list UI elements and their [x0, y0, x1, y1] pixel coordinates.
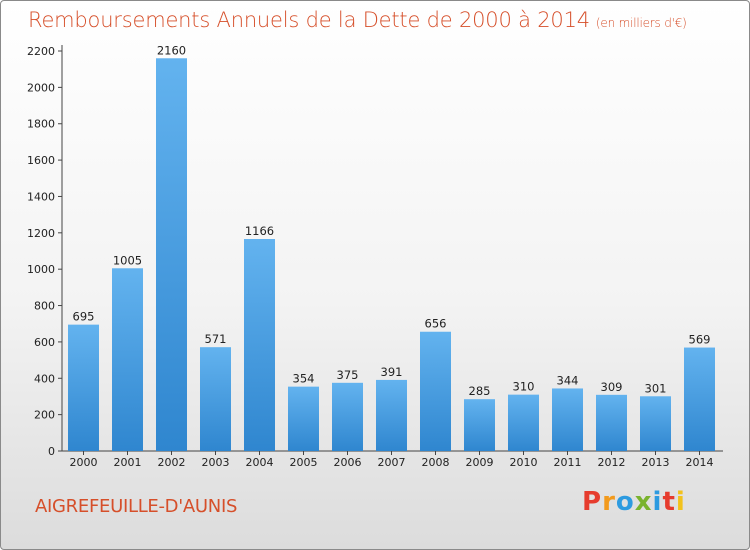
- x-tick-label: 2007: [378, 456, 406, 469]
- y-tick-label: 2000: [27, 81, 55, 94]
- bar-value-label: 571: [205, 332, 227, 346]
- x-tick-label: 2011: [554, 456, 582, 469]
- bar-value-label: 569: [689, 333, 711, 347]
- bar: [332, 382, 363, 451]
- labels: 695 2000 1005 2001 2160 2002 571 2003 1166 2004 35…: [70, 43, 714, 469]
- bar: [68, 324, 99, 451]
- x-tick-label: 2004: [246, 456, 274, 469]
- bars: [68, 58, 715, 451]
- bar: [552, 388, 583, 451]
- bar-value-label: 375: [337, 368, 359, 382]
- logo-letter: o: [615, 487, 635, 517]
- proxiti-logo: Proxiti: [582, 487, 686, 517]
- logo-letter: i: [652, 487, 663, 517]
- bar: [420, 331, 451, 451]
- x-tick-label: 2012: [598, 456, 626, 469]
- axes: 0 200 400 600 800 1000 1200 1400 1600 1800 2000 220…: [27, 45, 723, 458]
- y-tick-label: 1400: [27, 190, 55, 203]
- bar: [112, 268, 143, 451]
- y-tick-label: 600: [34, 336, 55, 349]
- bar-value-label: 285: [469, 384, 491, 398]
- x-tick-label: 2013: [642, 456, 670, 469]
- bar-value-label: 309: [601, 380, 623, 394]
- bar: [244, 239, 275, 451]
- bar-value-label: 656: [425, 317, 447, 331]
- x-tick-label: 2005: [290, 456, 318, 469]
- chart-title-text: Remboursements Annuels de la Dette de 20…: [28, 8, 590, 32]
- chart-title: Remboursements Annuels de la Dette de 20…: [28, 8, 687, 32]
- logo-letter: t: [662, 487, 676, 517]
- bar-value-label: 301: [645, 381, 667, 395]
- bar: [640, 396, 671, 451]
- bar-value-label: 391: [381, 365, 403, 379]
- bar: [684, 347, 715, 451]
- y-tick-label: 0: [48, 445, 55, 458]
- logo-letter: i: [675, 487, 686, 517]
- bar-value-label: 695: [73, 310, 95, 324]
- y-tick-label: 1200: [27, 227, 55, 240]
- x-tick-label: 2006: [334, 456, 362, 469]
- commune-name: AIGREFEUILLE-D'AUNIS: [35, 496, 238, 517]
- x-tick-label: 2001: [114, 456, 142, 469]
- bar-value-label: 1166: [245, 224, 274, 238]
- bar: [464, 399, 495, 451]
- bar: [508, 394, 539, 451]
- bar: [200, 347, 231, 451]
- x-tick-label: 2002: [158, 456, 186, 469]
- y-tick-label: 400: [34, 372, 55, 385]
- logo-letter: x: [634, 487, 653, 517]
- y-tick-label: 200: [34, 409, 55, 422]
- x-tick-label: 2003: [202, 456, 230, 469]
- bar-value-label: 310: [513, 380, 535, 394]
- bar: [156, 58, 187, 451]
- bar: [376, 379, 407, 451]
- y-tick-label: 1800: [27, 118, 55, 131]
- logo-letter: r: [602, 487, 616, 517]
- y-tick-label: 1600: [27, 154, 55, 167]
- unit-note: (en milliers d'€): [595, 16, 687, 30]
- x-tick-label: 2000: [70, 456, 98, 469]
- bar: [288, 386, 319, 451]
- x-tick-label: 2010: [510, 456, 538, 469]
- bar-value-label: 1005: [113, 253, 142, 267]
- bar-value-label: 2160: [157, 43, 186, 57]
- logo-letter: P: [582, 487, 603, 517]
- x-tick-label: 2008: [422, 456, 450, 469]
- x-tick-label: 2014: [686, 456, 714, 469]
- y-tick-label: 800: [34, 300, 55, 313]
- bar: [596, 394, 627, 451]
- y-tick-label: 2200: [27, 45, 55, 58]
- bar-value-label: 354: [293, 372, 315, 386]
- x-tick-label: 2009: [466, 456, 494, 469]
- bar-value-label: 344: [557, 373, 579, 387]
- y-tick-label: 1000: [27, 263, 55, 276]
